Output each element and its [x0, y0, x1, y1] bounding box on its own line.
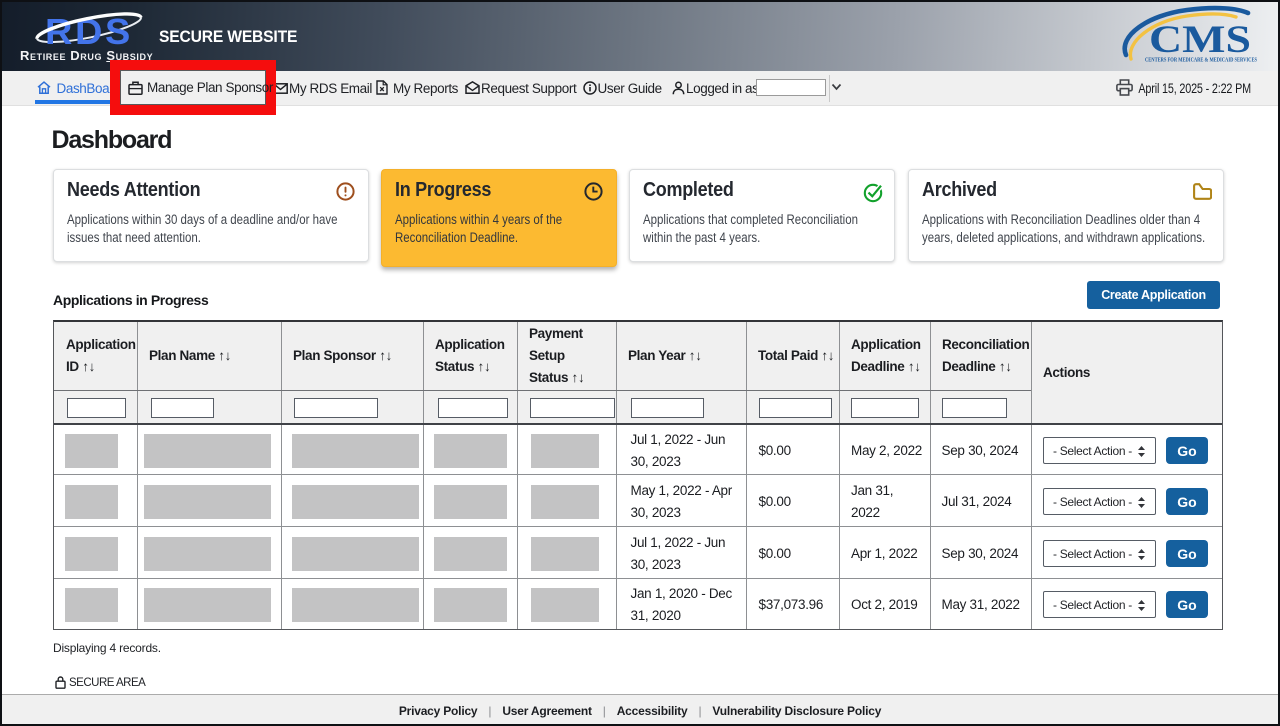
svg-text:CENTERS FOR MEDICARE & MEDICAI: CENTERS FOR MEDICARE & MEDICAID SERVICES [1145, 57, 1257, 64]
svg-text:CMS: CMS [1149, 18, 1251, 61]
